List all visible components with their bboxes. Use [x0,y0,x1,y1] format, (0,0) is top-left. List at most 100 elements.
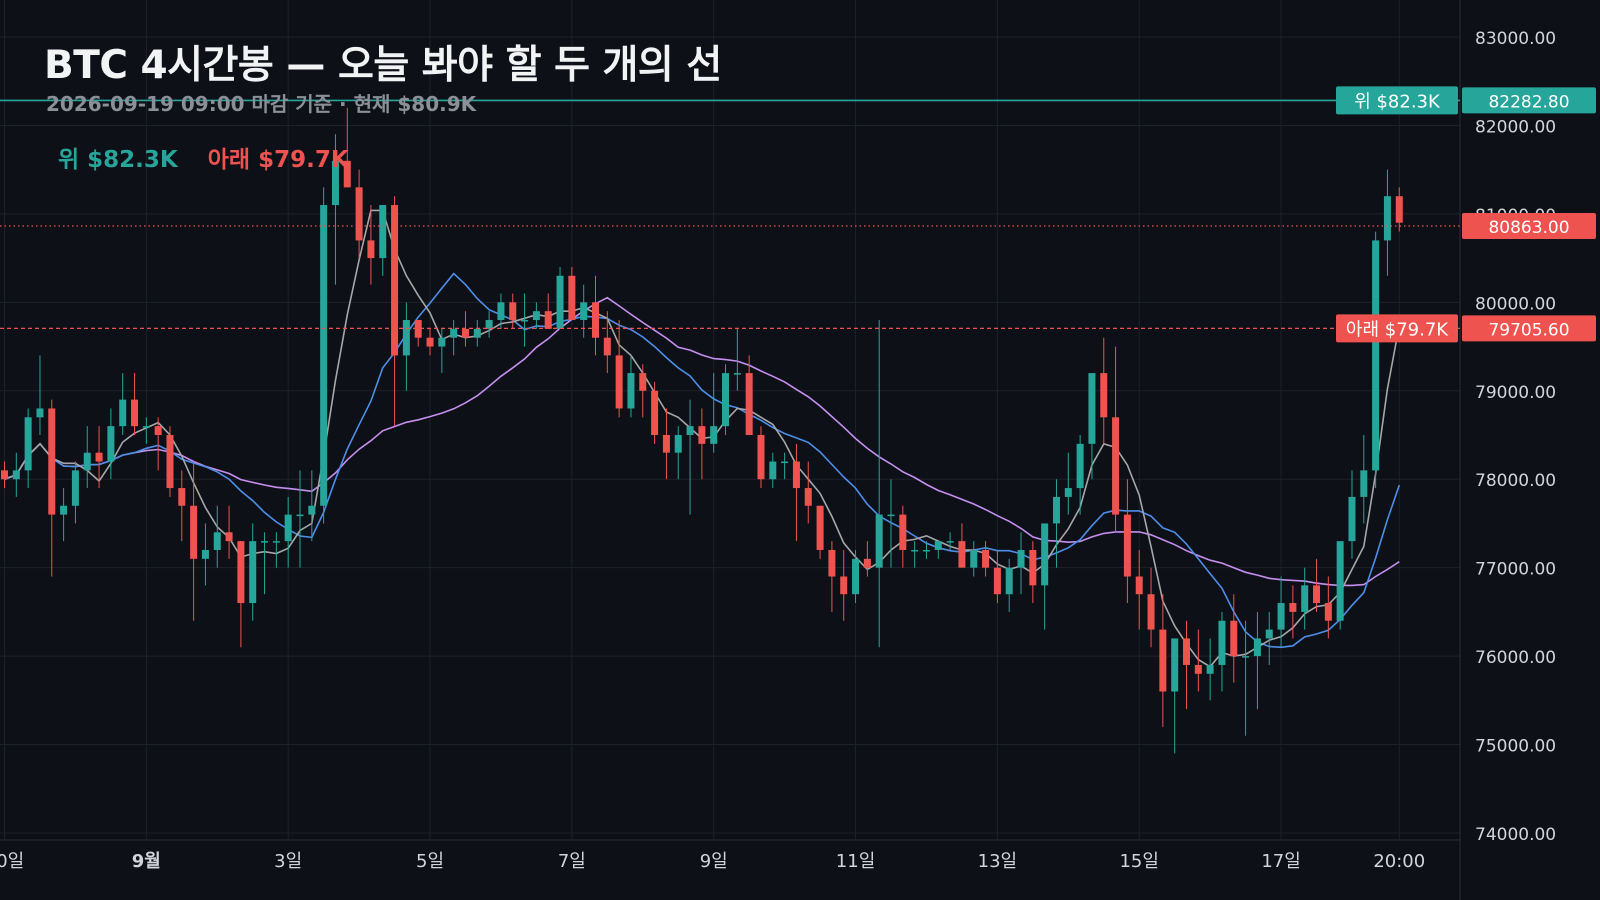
candle-body [461,328,469,338]
y-tick-label: 79000.00 [1475,383,1556,403]
candle-body [639,373,647,391]
y-tick-label: 75000.00 [1475,737,1556,757]
candle [792,443,800,542]
y-tick-label: 74000.00 [1475,825,1556,845]
candle [733,328,741,391]
price-tag-text-lower: 79705.60 [1488,320,1569,340]
candle [698,408,706,480]
x-tick-label: 17일 [1261,851,1300,872]
candle [1313,558,1321,612]
candle [213,505,221,568]
candle [1052,479,1060,568]
candle [1289,585,1297,639]
candle [1383,169,1391,276]
candle-body [1253,638,1261,657]
x-tick-label: 9월 [132,851,161,872]
candle-body [769,461,777,480]
candle [509,293,517,329]
candle [24,408,32,489]
level-legend: 위 $82.3K 아래 $79.7K [58,140,371,174]
candle [875,320,883,648]
candle-body [922,549,930,552]
candle [201,523,209,586]
price-tag-current [1462,213,1596,240]
y-tick-label: 76000.00 [1475,648,1556,668]
candle [863,541,871,577]
candle [190,461,198,621]
candle [993,549,1001,604]
ma-mid-line [4,272,1401,649]
x-tick-label: 3일 [274,851,302,872]
candle [532,302,540,329]
candle [343,107,351,188]
candle-body [166,435,174,489]
candle [1253,611,1261,710]
candle-body [1313,585,1321,604]
candle [982,541,990,577]
candle [367,205,375,285]
candle-body [284,514,292,542]
x-tick-label: 11일 [836,851,875,872]
candle-body [970,549,978,568]
candle-body [840,576,848,595]
candle-body [1029,549,1037,586]
candle-body [1289,603,1297,612]
candle [237,541,245,648]
candle [36,355,44,435]
candle [710,373,718,453]
candle-body [249,541,257,604]
candle-body [544,311,552,329]
candle [1206,638,1214,701]
candle-body [272,541,280,543]
candle-body [450,328,458,338]
candle [142,417,150,444]
candle [1218,611,1226,692]
candle-body [1230,620,1238,657]
candle [970,541,978,577]
candle [1123,479,1131,604]
x-tick-label: 7일 [558,851,586,872]
candle-body [934,541,942,550]
candle [1076,435,1084,515]
y-tick-label: 77000.00 [1475,560,1556,580]
candle [60,488,68,542]
candle [391,196,399,427]
candle [1005,558,1013,612]
candle [1348,470,1356,559]
candle [686,399,694,515]
candle-body [320,205,328,506]
price-tag-text-current: 80863.00 [1488,218,1569,238]
candle-body [722,373,730,427]
candle-body [355,187,363,241]
candle [946,532,954,550]
candle-body [296,514,304,517]
candle-body [521,320,529,322]
candle-body [343,160,351,188]
candle-body [213,532,221,550]
candle [521,293,529,347]
candle [308,470,316,542]
ma-slow-line [4,296,1400,587]
candle-body [1372,240,1380,471]
candle-body [131,399,139,427]
candle [320,187,328,524]
candle [1017,532,1025,595]
candle [852,549,860,604]
candle-body [733,373,741,375]
candle [911,541,919,568]
candle-body [1159,629,1167,692]
level-label-text-lower: 아래 $79.7K [1346,319,1449,340]
candle [1230,594,1238,683]
candle [662,408,670,480]
candle [249,523,257,621]
candle-body [1052,496,1060,524]
candle [887,479,895,568]
candle-body [1076,443,1084,489]
candle [154,417,162,471]
candle [592,275,599,356]
candle [1159,594,1167,727]
candle [485,311,493,338]
candle-body [804,488,812,506]
